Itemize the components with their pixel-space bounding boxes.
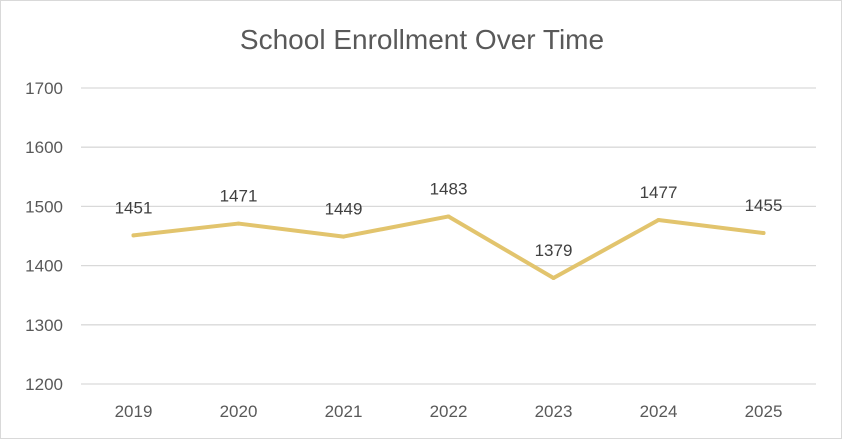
data-label: 1455	[745, 196, 783, 215]
data-point	[131, 233, 136, 238]
series-line-enrollment	[131, 214, 766, 281]
x-axis-tick-labels: 2019 2020 2021 2022 2023 2024 2025	[115, 402, 783, 421]
chart-title: School Enrollment Over Time	[240, 24, 604, 55]
x-tick-label: 2021	[325, 402, 363, 421]
data-point	[761, 231, 766, 236]
data-label: 1477	[640, 183, 678, 202]
y-tick-label: 1600	[25, 138, 63, 157]
data-label: 1449	[325, 200, 363, 219]
data-label: 1379	[535, 241, 573, 260]
y-tick-label: 1300	[25, 316, 63, 335]
y-tick-label: 1200	[25, 375, 63, 394]
series-enrollment	[131, 214, 766, 281]
x-tick-label: 2020	[220, 402, 258, 421]
data-point	[551, 276, 556, 281]
y-axis-tick-labels: 1200 1300 1400 1500 1600 1700	[25, 79, 63, 394]
x-tick-label: 2019	[115, 402, 153, 421]
data-labels: 1451 1471 1449 1483 1379 1477 1455	[115, 179, 783, 260]
x-tick-label: 2023	[535, 402, 573, 421]
gridlines	[81, 87, 816, 385]
x-tick-label: 2022	[430, 402, 468, 421]
data-label: 1451	[115, 198, 153, 217]
data-point	[656, 218, 661, 223]
data-point	[236, 221, 241, 226]
y-tick-label: 1400	[25, 257, 63, 276]
y-tick-label: 1500	[25, 197, 63, 216]
x-tick-label: 2025	[745, 402, 783, 421]
data-label: 1471	[220, 187, 258, 206]
data-point	[341, 234, 346, 239]
x-tick-label: 2024	[640, 402, 678, 421]
y-tick-label: 1700	[25, 79, 63, 98]
data-point	[446, 214, 451, 219]
data-label: 1483	[430, 179, 468, 198]
